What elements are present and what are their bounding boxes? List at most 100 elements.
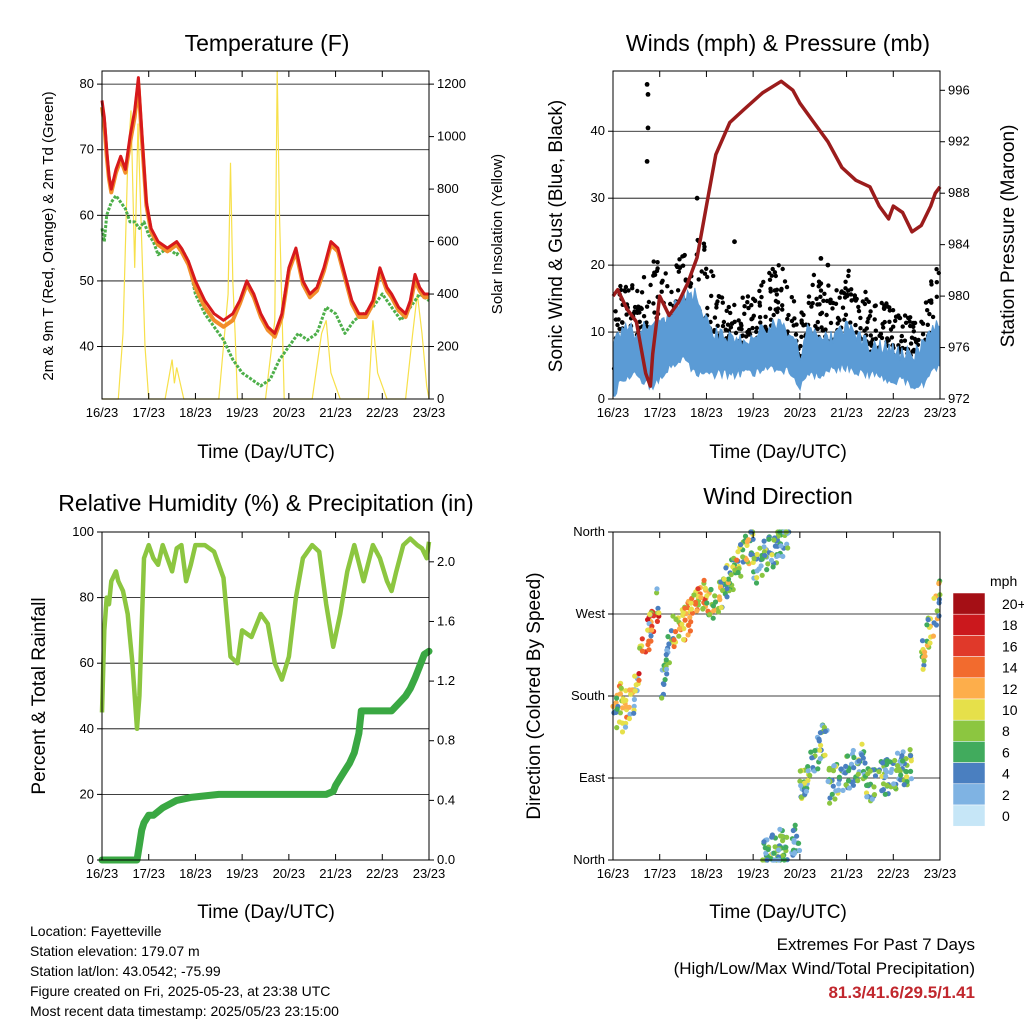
gust-point [780,303,785,308]
y-tick-label: 40 [80,721,94,736]
direction-point [805,768,811,774]
direction-point [904,774,910,780]
gust-point [751,313,756,318]
gust-point [887,319,892,324]
y-tick-label: 0 [598,391,605,406]
direction-point [700,605,706,612]
direction-point [817,747,823,753]
direction-point [665,634,671,640]
gust-point [784,284,790,290]
direction-point [921,662,927,668]
direction-point [654,590,660,596]
direction-point [759,556,765,562]
humidity-x-ticks: 16/23 17/23 18/23 19/23 20/23 21/23 22/23 23/23 [86,532,446,881]
direction-point [836,787,842,793]
legend-label: 18 [1002,617,1018,633]
winds-y2-ticks: 972 976 980 984 988 992 996 [940,82,970,406]
direction-point [636,677,642,683]
extremes-values: 81.3/41.6/29.5/1.41 [828,983,975,1002]
direction-point [872,773,879,779]
gust-point [636,304,641,309]
gust-point [736,318,741,323]
x-tick-label: 20/23 [784,405,817,420]
direction-point [617,691,624,697]
direction-point [750,536,756,542]
x-tick-label: 22/23 [366,405,399,420]
direction-point [646,647,652,653]
direction-point [871,792,878,798]
gust-point [913,339,919,345]
gust-point [830,306,835,311]
gust-point [639,290,645,295]
direction-point [628,691,634,697]
direction-point [735,569,741,576]
gust-point [648,282,653,288]
gust-point [818,288,824,293]
gust-point [654,268,660,274]
gust-point [623,284,629,290]
gust-point [893,314,899,319]
temperature-x-label: Time (Day/UTC) [197,442,335,463]
gust-point [774,292,779,297]
direction-point [639,636,645,642]
winds-y-ticks: 0 10 20 30 40 [591,123,613,406]
direction-point [792,822,798,828]
gust-point [651,259,656,264]
temperature-y2-ticks: 0 200 400 600 800 1000 1200 [429,76,466,406]
gust-point [934,280,939,285]
gust-point [912,320,918,326]
direction-point [648,633,654,639]
gust-point [665,284,670,289]
x-tick-label: 16/23 [597,405,630,420]
x-tick-label: 23/23 [413,866,446,881]
gust-point [770,266,775,272]
gust-point [720,300,725,305]
direction-point [692,599,699,605]
gust-point [655,260,660,265]
gust-point [866,299,871,304]
legend-swatch [952,719,986,742]
gust-point [739,323,744,328]
direction-point [671,643,677,650]
direction-point [903,768,909,774]
direction-point [711,608,717,614]
direction-point [681,637,687,643]
legend-label: 2 [1002,787,1010,803]
direction-point [817,730,824,736]
gust-point [899,339,904,344]
y2-tick-label: 976 [948,340,970,355]
pressure-line [611,79,942,388]
gust-point [929,279,934,284]
direction-point [619,720,626,726]
legend-label: 14 [1002,660,1018,676]
direction-point [797,768,803,774]
direction-point [836,781,842,787]
legend-swatch [952,762,986,785]
direction-point [790,827,796,834]
gust-point [745,294,751,299]
gust-point [782,279,788,284]
direction-point [614,695,620,701]
direction-point [765,561,771,567]
gust-point [809,304,814,309]
gust-point [839,289,844,294]
x-tick-label: 19/23 [737,405,770,420]
gust-point [818,294,823,299]
direction-point [887,759,893,765]
gust-point [726,304,731,310]
gust-point [882,319,887,325]
gust-point [791,323,796,328]
y-tick-label: 60 [80,207,94,222]
gust-point [920,332,926,337]
station-latlon: Station lat/lon: 43.0542; -75.99 [30,963,221,979]
direction-point [745,537,752,543]
direction-point [785,545,791,551]
gust-point [742,304,747,309]
direction-point [663,657,669,663]
gust-point [791,299,797,304]
legend-swatch [952,698,986,721]
x-tick-label: 23/23 [924,405,957,420]
y2-tick-label: 988 [948,185,970,200]
direction-point [930,633,937,639]
direction-point [812,748,818,754]
